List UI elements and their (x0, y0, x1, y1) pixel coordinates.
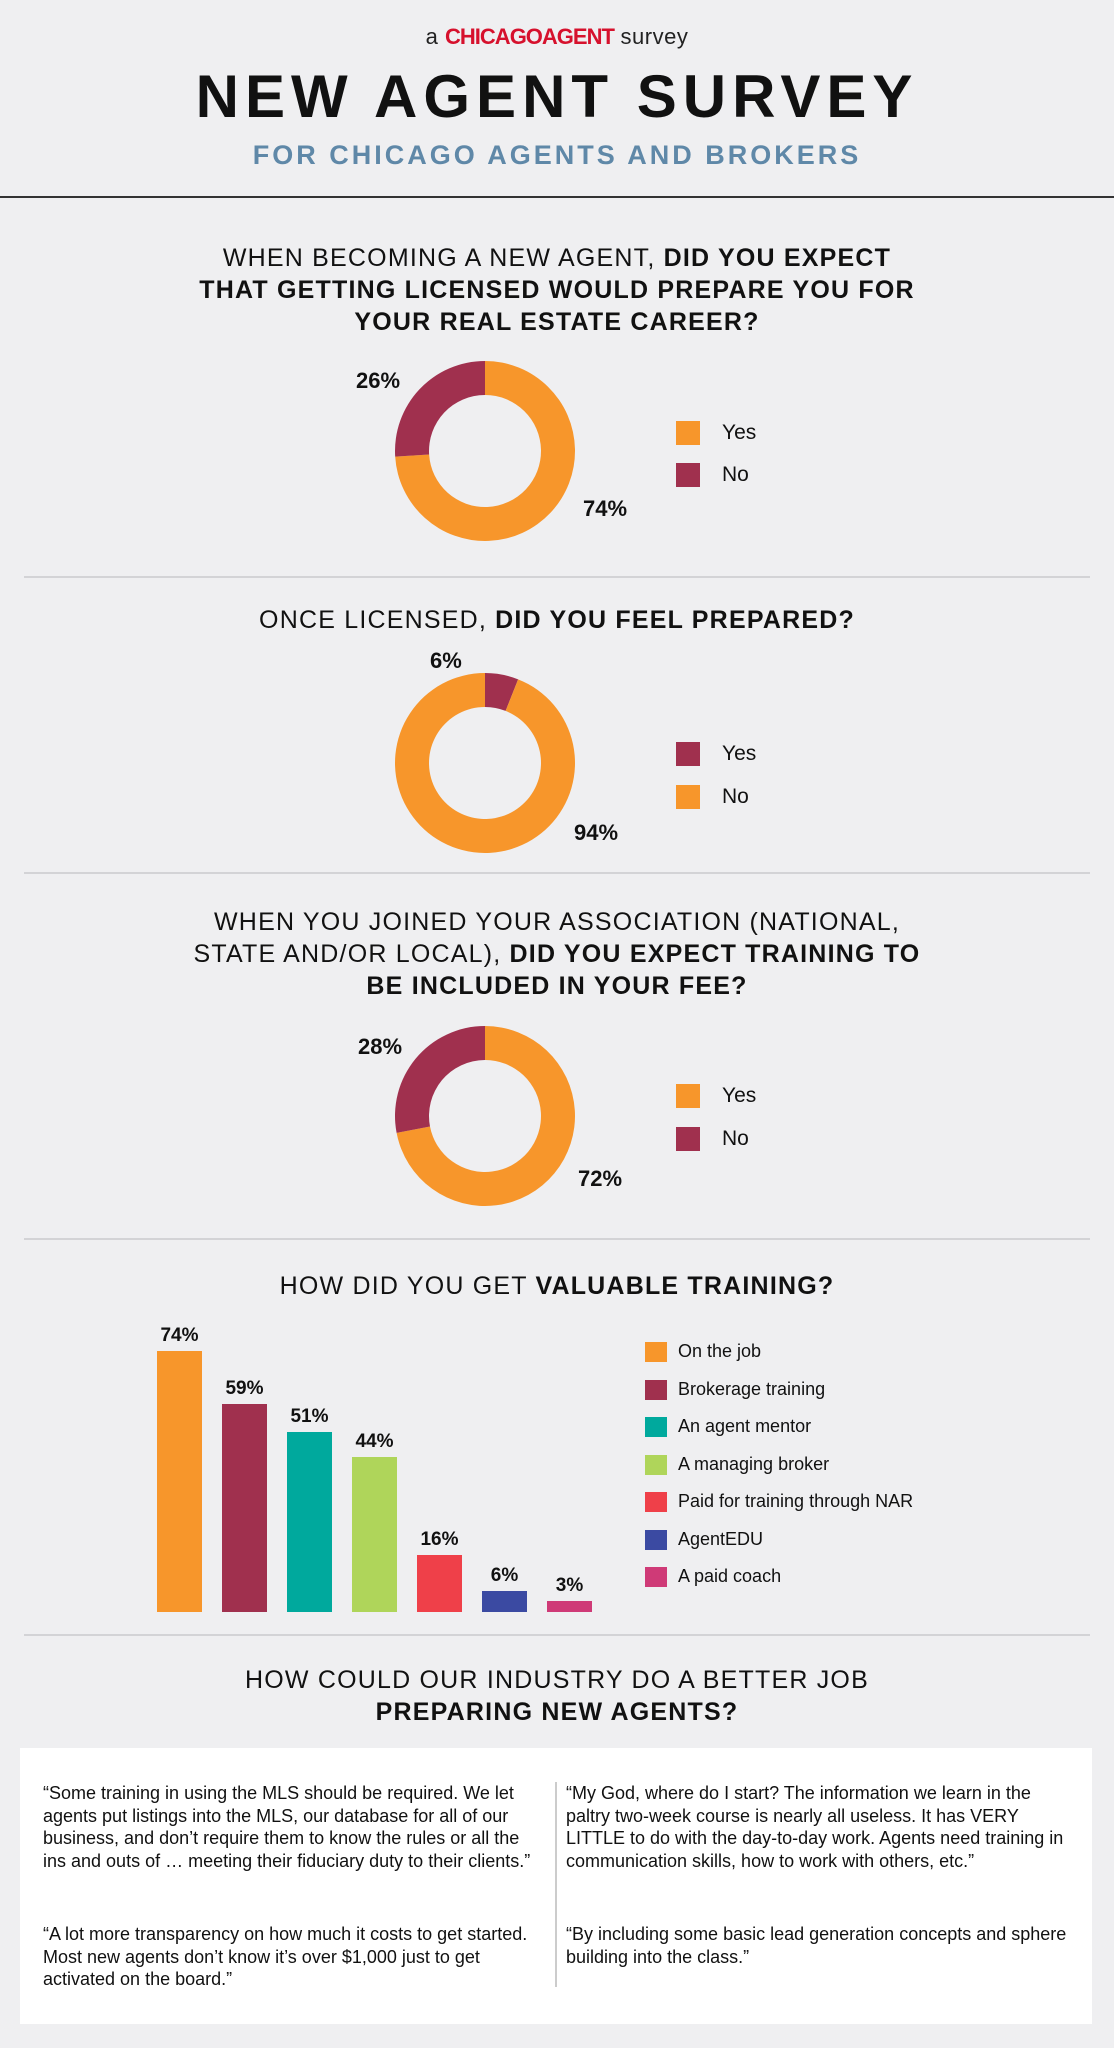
bar-legend-label: On the job (678, 1341, 762, 1361)
bar-4 (352, 1456, 397, 1612)
page-subtitle: FOR CHICAGO AGENTS AND BROKERS (252, 140, 862, 170)
bar-value-label: 3% (555, 1575, 584, 1597)
donut-1-label-yes: 74% (583, 496, 628, 521)
bar-value-label: 59% (225, 1377, 264, 1399)
legend-2-yes-swatch (676, 742, 700, 766)
brand-logo: CHICAGOAGENT (445, 24, 615, 49)
question-2-title: ONCE LICENSED, DID YOU FEEL PREPARED? (259, 606, 855, 634)
donut-3-label-yes: 72% (578, 1166, 623, 1191)
section-divider (24, 1238, 1090, 1240)
legend-1-no-label: No (722, 463, 749, 486)
page-title: NEW AGENT SURVEY (195, 63, 919, 130)
section-divider (24, 1634, 1090, 1636)
legend-3-yes-swatch (676, 1084, 700, 1108)
donut-2-label-yes: 6% (430, 648, 462, 673)
donut-slice-no (395, 1026, 485, 1133)
bar-5 (417, 1555, 462, 1612)
bar-6 (482, 1590, 527, 1612)
header-tagline: a CHICAGOAGENT survey (0, 24, 1114, 50)
bar-legend-swatch (645, 1417, 667, 1437)
legend-2-yes-label: Yes (722, 742, 757, 765)
donut-chart-3 (395, 1026, 575, 1206)
quote-1: “Some training in using the MLS should b… (43, 1783, 531, 1871)
donut-1-label-no: 26% (356, 368, 401, 393)
donut-3-label-no: 28% (358, 1034, 403, 1059)
bar-legend-swatch (645, 1529, 667, 1550)
donut-slice-yes (395, 361, 575, 541)
question-4-title: HOW DID YOU GET VALUABLE TRAINING? (279, 1272, 835, 1300)
donut-slice-no (395, 673, 575, 853)
bar-legend-swatch (645, 1342, 667, 1362)
bar-legend-label: A managing broker (678, 1453, 830, 1474)
bar-value-label: 16% (420, 1529, 459, 1551)
donut-chart-2 (395, 673, 575, 853)
bar-legend-label: A paid coach (678, 1566, 782, 1586)
bar-legend-label: AgentEDU (678, 1528, 764, 1549)
tagline-suffix: survey (620, 24, 689, 49)
question-5-title: HOW COULD OUR INDUSTRY DO A BETTER JOB P… (245, 1666, 869, 1726)
section-divider (24, 576, 1090, 578)
bar-value-label: 74% (160, 1324, 199, 1346)
bar-2 (222, 1403, 267, 1612)
bar-legend-label: An agent mentor (678, 1416, 812, 1436)
bar-7 (547, 1601, 592, 1612)
header-divider (0, 196, 1114, 198)
legend-1-yes-label: Yes (722, 421, 757, 444)
bar-legend-label: Brokerage training (678, 1378, 826, 1399)
section-divider (24, 872, 1090, 874)
bar-legend-swatch (645, 1492, 667, 1512)
legend-1-no-swatch (676, 463, 700, 487)
quote-3: “My God, where do I start? The informati… (566, 1783, 1064, 1871)
bar-1 (157, 1350, 202, 1612)
legend-3-no-swatch (676, 1127, 700, 1151)
bar-legend-swatch (645, 1379, 667, 1400)
legend-2-no-label: No (722, 785, 749, 808)
legend-2-no-swatch (676, 785, 700, 809)
donut-slice-yes (485, 673, 519, 711)
bar-value-label: 51% (290, 1405, 329, 1427)
bar-legend-label: Paid for training through NAR (678, 1491, 914, 1511)
bar-value-label: 44% (355, 1430, 394, 1452)
legend-3-no-label: No (722, 1127, 749, 1150)
quote-column-divider (555, 1782, 557, 1987)
quote-2: “A lot more transparency on how much it … (43, 1924, 528, 1989)
bar-chart: 74% 59% 51% 44% 16% 6% 3% (140, 1320, 610, 1612)
donut-slice-yes (396, 1026, 575, 1206)
legend-1-yes-swatch (676, 421, 700, 445)
bar-value-label: 6% (490, 1564, 519, 1586)
quote-4: “By including some basic lead generation… (566, 1924, 1067, 1967)
question-3-title: WHEN YOU JOINED YOUR ASSOCIATION (NATION… (193, 908, 921, 1000)
legend-3-yes-label: Yes (722, 1084, 757, 1107)
bar-3 (287, 1431, 332, 1612)
bar-legend-swatch (645, 1454, 667, 1475)
tagline-prefix: a (425, 24, 439, 49)
donut-chart-1 (395, 361, 575, 541)
question-1-title: WHEN BECOMING A NEW AGENT, DID YOU EXPEC… (199, 244, 915, 336)
donut-slice-no (395, 361, 485, 457)
bar-chart-legend: On the job Brokerage training An agent men… (645, 1341, 1065, 1602)
bar-legend-swatch (645, 1567, 667, 1587)
donut-2-label-no: 94% (574, 820, 619, 845)
